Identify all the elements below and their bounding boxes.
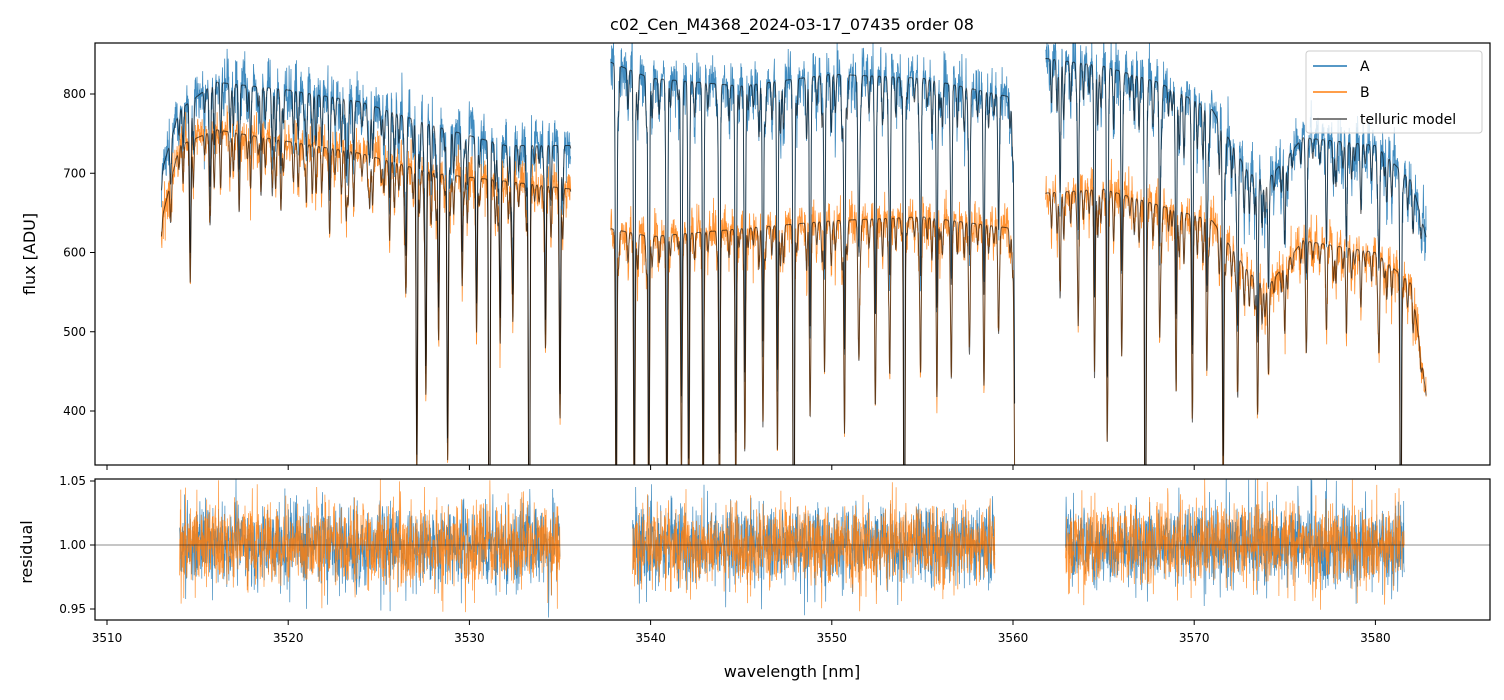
top-ytick-label: 700 bbox=[63, 166, 86, 180]
telluric-model-line bbox=[610, 61, 1016, 465]
telluric-model-line bbox=[1045, 188, 1427, 465]
residual-ytick-label: 1.00 bbox=[59, 538, 86, 552]
top-ytick-label: 600 bbox=[63, 246, 86, 260]
top-plot-data bbox=[160, 43, 1427, 465]
series-b-line bbox=[1045, 158, 1427, 465]
series-b-line bbox=[161, 105, 572, 465]
xtick-label: 3570 bbox=[1179, 631, 1210, 645]
telluric-model-line bbox=[1045, 58, 1427, 465]
residual-ytick-label: 0.95 bbox=[59, 602, 86, 616]
telluric-model-line bbox=[610, 216, 1016, 465]
telluric-model-line bbox=[160, 81, 572, 465]
residual-b-line bbox=[179, 479, 561, 613]
residual-plot-data bbox=[95, 479, 1490, 618]
residual-axes-frame bbox=[94, 478, 1491, 621]
top-ylabel: flux [ADU] bbox=[20, 213, 39, 295]
xtick-label: 3580 bbox=[1360, 631, 1391, 645]
xtick-label: 3560 bbox=[998, 631, 1029, 645]
xtick-label: 3530 bbox=[454, 631, 485, 645]
legend-box bbox=[1305, 50, 1483, 134]
top-ytick-label: 800 bbox=[63, 87, 86, 101]
xtick-label: 3520 bbox=[273, 631, 304, 645]
top-axes-frame bbox=[94, 42, 1491, 466]
chart-title: c02_Cen_M4368_2024-03-17_07435 order 08 bbox=[610, 15, 974, 35]
residual-b-line bbox=[1065, 479, 1405, 610]
series-b-line bbox=[610, 189, 1015, 465]
top-ytick-label: 400 bbox=[63, 404, 86, 418]
legend-label-a: A bbox=[1360, 59, 1370, 75]
residual-b-line bbox=[632, 482, 996, 612]
telluric-model-line bbox=[160, 129, 572, 465]
xtick-label: 3550 bbox=[817, 631, 848, 645]
residual-axes-ticks: 3510 3520 3530 3540 3550 3560 3570 3580 0.95 1.00… bbox=[59, 474, 1390, 645]
legend: A B telluric model bbox=[1305, 50, 1483, 134]
residual-ylabel: residual bbox=[17, 520, 36, 583]
top-ytick-label: 500 bbox=[63, 325, 86, 339]
residual-ytick-label: 1.05 bbox=[59, 474, 86, 488]
legend-label-b: B bbox=[1360, 85, 1370, 101]
residual-a-line bbox=[1065, 479, 1405, 607]
xtick-label: 3510 bbox=[92, 631, 123, 645]
xlabel: wavelength [nm] bbox=[724, 662, 861, 681]
top-axes-ticks: 400 500 600 700 800 bbox=[63, 87, 1376, 470]
xtick-label: 3540 bbox=[635, 631, 666, 645]
legend-label-model: telluric model bbox=[1360, 112, 1456, 128]
